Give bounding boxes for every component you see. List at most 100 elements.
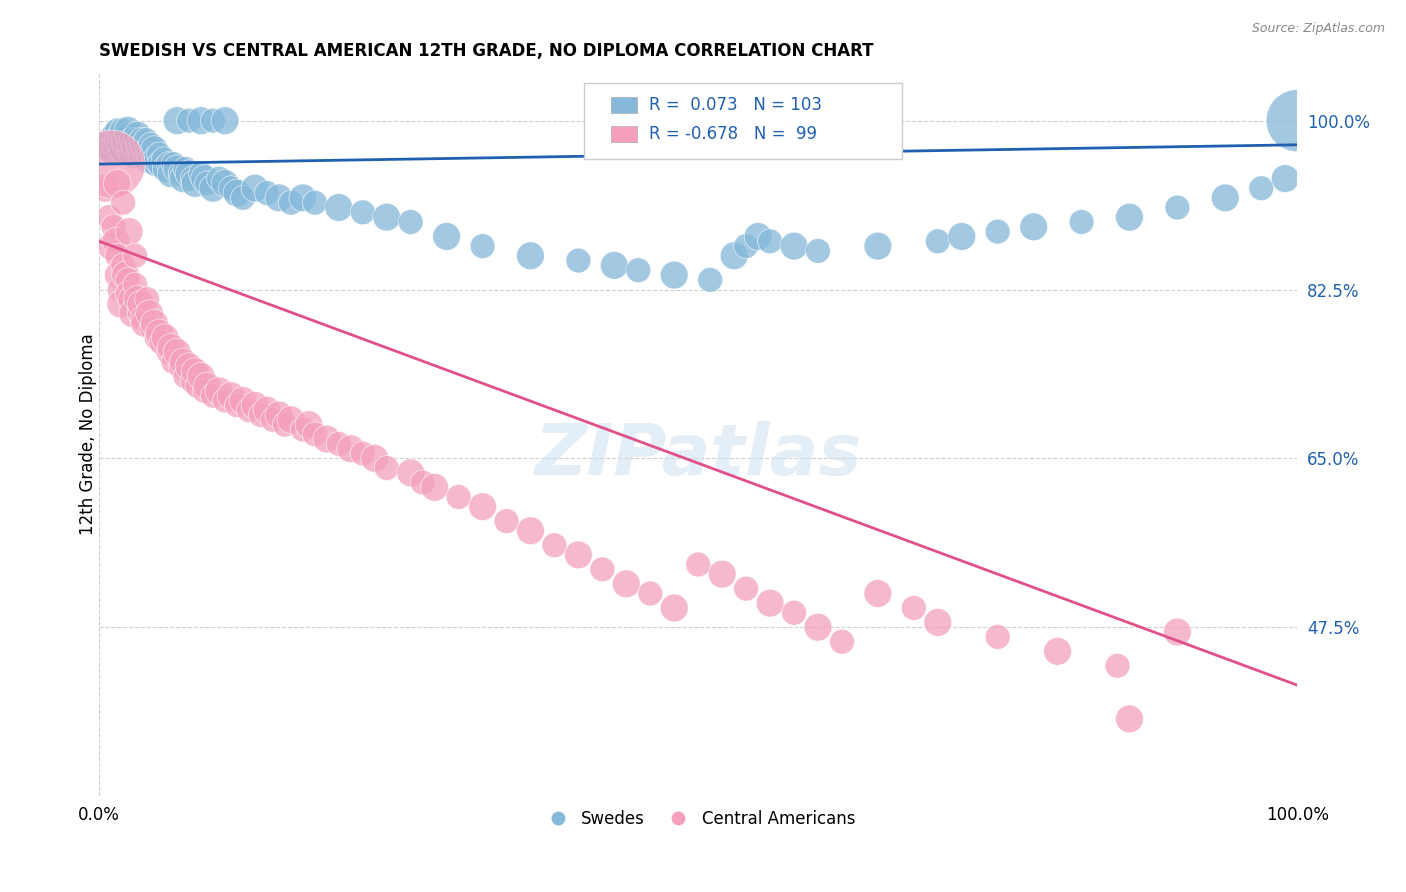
Point — [250, 408, 273, 422]
Point — [256, 186, 278, 200]
Point — [162, 355, 184, 369]
Point — [412, 475, 434, 490]
Point — [118, 225, 141, 239]
Point — [169, 359, 191, 374]
Point — [112, 137, 135, 152]
Point — [153, 153, 176, 167]
Point — [145, 331, 167, 345]
Point — [447, 490, 470, 504]
Point — [614, 577, 637, 591]
Point — [110, 137, 132, 152]
Point — [267, 408, 290, 422]
Point — [190, 113, 212, 128]
Point — [177, 359, 200, 374]
Point — [759, 234, 782, 248]
Point — [177, 113, 200, 128]
Point — [219, 181, 242, 195]
Text: ZIPatlas: ZIPatlas — [534, 421, 862, 491]
Point — [519, 524, 541, 538]
Bar — [610, 126, 637, 142]
Y-axis label: 12th Grade, No Diploma: 12th Grade, No Diploma — [79, 334, 97, 535]
Point — [172, 171, 194, 186]
Point — [172, 355, 194, 369]
Point — [155, 161, 177, 176]
Point — [157, 157, 180, 171]
Point — [136, 292, 159, 306]
Point — [127, 292, 149, 306]
Point — [100, 239, 122, 253]
Point — [226, 398, 249, 412]
Point — [1166, 201, 1188, 215]
FancyBboxPatch shape — [585, 83, 901, 160]
Point — [118, 143, 141, 157]
Legend: Swedes, Central Americans: Swedes, Central Americans — [534, 804, 862, 835]
Point — [122, 143, 145, 157]
Point — [711, 567, 734, 582]
Point — [232, 191, 254, 205]
Point — [131, 311, 153, 326]
Point — [927, 615, 949, 630]
Point — [987, 225, 1010, 239]
Point — [121, 133, 143, 147]
Point — [436, 229, 458, 244]
Point — [166, 345, 188, 359]
Point — [135, 133, 157, 147]
Point — [1022, 219, 1045, 234]
Point — [107, 133, 129, 147]
Point — [423, 480, 446, 494]
Point — [219, 389, 242, 403]
Point — [150, 335, 173, 350]
Point — [103, 219, 125, 234]
Point — [699, 273, 721, 287]
Point — [125, 133, 148, 147]
Point — [664, 601, 686, 615]
Point — [131, 147, 153, 161]
Point — [100, 143, 122, 157]
Point — [591, 562, 613, 576]
Point — [97, 133, 120, 147]
Text: SWEDISH VS CENTRAL AMERICAN 12TH GRADE, NO DIPLOMA CORRELATION CHART: SWEDISH VS CENTRAL AMERICAN 12TH GRADE, … — [100, 42, 873, 60]
Point — [238, 403, 260, 417]
Point — [747, 229, 769, 244]
Point — [111, 123, 134, 137]
Point — [214, 113, 236, 128]
Point — [160, 340, 183, 354]
Point — [243, 398, 266, 412]
Point — [352, 205, 374, 219]
Point — [129, 137, 152, 152]
Point — [120, 292, 142, 306]
Point — [141, 321, 163, 335]
Point — [118, 287, 141, 301]
Point — [190, 167, 212, 181]
Point — [174, 369, 197, 384]
Point — [105, 123, 128, 137]
Point — [138, 307, 160, 321]
Point — [567, 253, 589, 268]
Point — [328, 201, 350, 215]
Point — [232, 393, 254, 408]
Point — [139, 137, 162, 152]
Point — [132, 143, 155, 157]
Point — [117, 273, 139, 287]
Point — [145, 153, 167, 167]
Point — [1166, 625, 1188, 640]
Point — [567, 548, 589, 562]
Point — [120, 137, 142, 152]
Point — [141, 153, 163, 167]
Point — [202, 181, 225, 195]
Point — [543, 538, 565, 552]
Point — [1107, 658, 1129, 673]
Text: Source: ZipAtlas.com: Source: ZipAtlas.com — [1251, 22, 1385, 36]
Point — [148, 147, 170, 161]
Point — [136, 153, 159, 167]
Point — [243, 181, 266, 195]
Point — [328, 437, 350, 451]
Point — [202, 113, 225, 128]
Point — [256, 403, 278, 417]
Point — [194, 384, 217, 398]
Text: R =  0.073   N = 103: R = 0.073 N = 103 — [650, 96, 823, 114]
Point — [105, 177, 128, 191]
Point — [214, 393, 236, 408]
Point — [114, 268, 136, 282]
Point — [315, 432, 337, 446]
